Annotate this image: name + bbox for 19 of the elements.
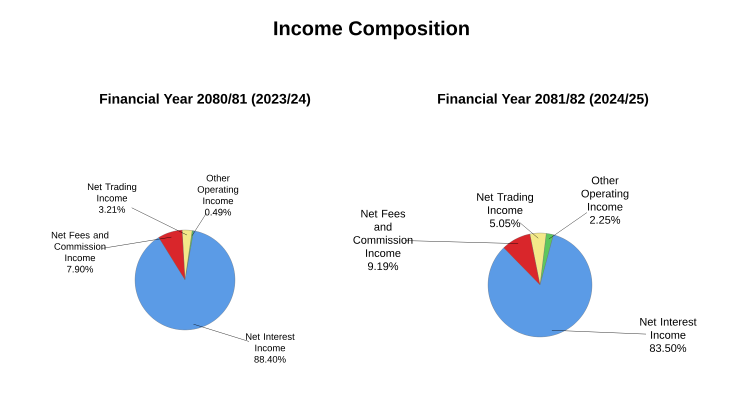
data-label: 88.40% xyxy=(254,356,286,363)
chart-title: Financial Year 2080/81 (2023/24) xyxy=(100,93,310,106)
slice-label: Net Interest Income xyxy=(640,318,697,339)
data-label: 2.25% xyxy=(590,216,620,224)
data-label: 7.90% xyxy=(67,266,94,273)
data-label: 83.50% xyxy=(650,344,686,352)
data-label: 3.21% xyxy=(98,206,126,213)
text: Income Composition xyxy=(274,20,469,40)
slice-label: Net Interest Income xyxy=(246,333,295,352)
slice-label: Net Fees and Commission Income xyxy=(52,231,108,262)
slice-label: Net Trading Income xyxy=(88,183,136,202)
slice-label: Net Trading Income xyxy=(477,192,534,214)
data-label: 9.19% xyxy=(368,262,398,270)
data-label: 0.49% xyxy=(204,208,232,216)
chart-title: Financial Year 2081/82 (2024/25) xyxy=(438,93,648,106)
slice-label: Net Fees and Commission Income xyxy=(353,210,412,257)
slice-label: Other Operating Income xyxy=(581,176,628,211)
slice-label: Other Operating Income xyxy=(198,174,238,204)
data-label: 5.05% xyxy=(490,219,520,228)
